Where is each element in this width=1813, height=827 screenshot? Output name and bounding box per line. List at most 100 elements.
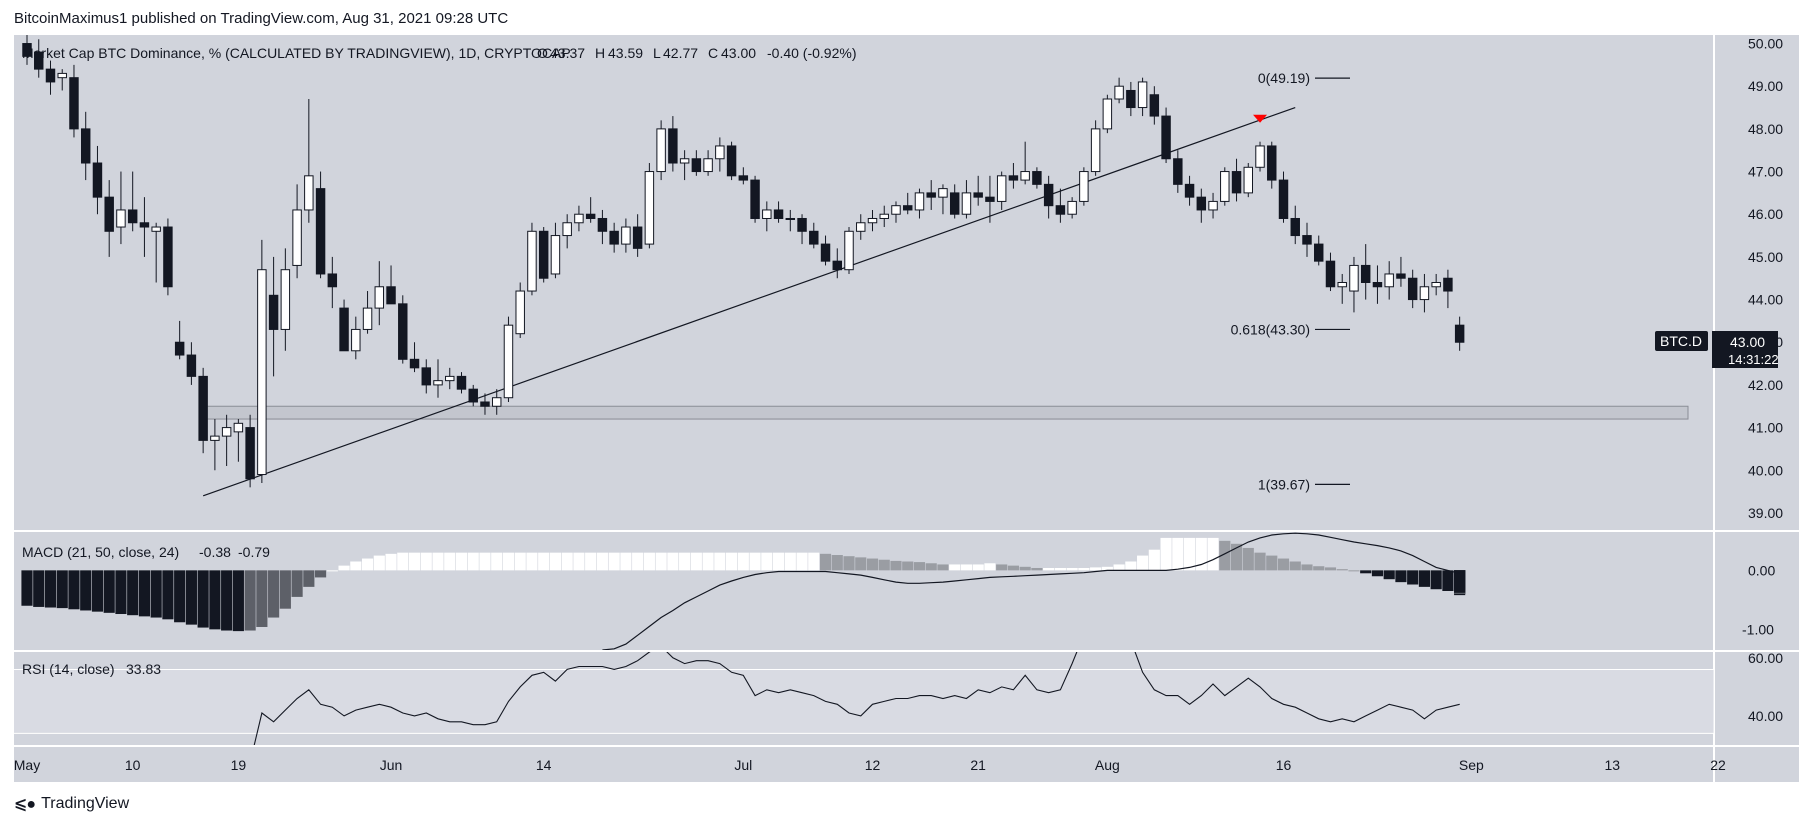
legend-close-label: C xyxy=(708,45,718,61)
candle-body xyxy=(233,422,244,433)
candle xyxy=(903,192,913,215)
price-tick-label: 46.00 xyxy=(1748,206,1783,222)
macd-histogram-bar xyxy=(1230,543,1243,571)
macd-histogram-bar xyxy=(843,556,855,571)
candle-body xyxy=(1102,98,1113,130)
macd-histogram-bar xyxy=(326,570,338,572)
candle xyxy=(1067,197,1077,219)
legend-open-label: O xyxy=(537,45,548,61)
candle-body xyxy=(1314,243,1324,262)
candle-body xyxy=(550,235,561,275)
candle xyxy=(585,197,596,223)
macd-histogram-bar xyxy=(1430,570,1442,590)
candle xyxy=(538,227,549,283)
candle-body xyxy=(621,226,631,245)
macd-histogram-bar xyxy=(350,561,362,571)
candle xyxy=(1055,188,1066,223)
candle xyxy=(1431,273,1441,296)
candle xyxy=(949,184,960,219)
fib-level-label: 0.618(43.30) xyxy=(1231,321,1310,337)
candle xyxy=(480,393,490,415)
macd-histogram-bar xyxy=(162,570,174,620)
price-tick-label: 48.00 xyxy=(1748,121,1783,137)
macd-histogram-bar xyxy=(256,570,268,627)
candle-body xyxy=(644,171,655,245)
candle-body xyxy=(221,427,232,437)
legend-high-label: H xyxy=(595,45,605,61)
candle xyxy=(163,218,173,296)
candle xyxy=(1020,141,1030,185)
candle-body xyxy=(34,51,44,70)
macd-histogram-bar xyxy=(21,570,33,606)
candle-body xyxy=(1161,115,1171,160)
macd-histogram-bar xyxy=(338,565,350,571)
macd-histogram-bar xyxy=(444,552,456,571)
candle-body xyxy=(762,209,772,219)
candle-body xyxy=(45,68,56,83)
candle xyxy=(668,116,678,172)
macd-histogram-bar xyxy=(1137,555,1149,571)
candle-body xyxy=(304,175,314,211)
candle-body xyxy=(491,397,502,407)
macd-histogram-bar xyxy=(408,552,421,571)
legend-close-value: 43.00 xyxy=(721,45,756,61)
main-legend-title: Market Cap BTC Dominance, % (CALCULATED … xyxy=(22,45,571,61)
candle xyxy=(362,291,373,334)
macd-histogram-bar xyxy=(1207,537,1219,571)
macd-histogram-bar xyxy=(1195,537,1207,571)
candle xyxy=(550,222,561,279)
macd-histogram-bar xyxy=(538,552,550,571)
macd-signal-line xyxy=(602,532,1460,650)
macd-histogram-bar xyxy=(221,570,233,631)
candle xyxy=(351,316,361,360)
rsi-band xyxy=(14,669,1714,734)
macd-histogram-bar xyxy=(115,570,127,615)
price-tick-label: 40.00 xyxy=(1748,462,1783,478)
macd-histogram-bar xyxy=(1454,570,1466,593)
candle xyxy=(1267,141,1277,189)
candle xyxy=(304,99,314,223)
candle-body xyxy=(926,192,936,198)
xaxis-tick-label: 12 xyxy=(865,757,881,773)
macd-histogram-bar xyxy=(361,558,374,571)
candle xyxy=(797,214,807,245)
candle xyxy=(1278,171,1289,223)
candle xyxy=(832,248,842,279)
candle xyxy=(398,295,408,364)
candle xyxy=(1325,252,1336,292)
macd-histogram-bar xyxy=(702,552,714,571)
candle xyxy=(926,180,936,210)
candle-body xyxy=(69,77,79,130)
candle-body xyxy=(867,217,878,224)
macd-histogram-bar xyxy=(1383,570,1395,580)
candle-body xyxy=(1372,282,1383,288)
candle xyxy=(80,111,91,181)
macd-tick-label: -1.00 xyxy=(1742,621,1774,637)
price-tick-label: 45.00 xyxy=(1748,249,1783,265)
macd-histogram-bar xyxy=(1324,567,1337,571)
candle xyxy=(503,316,514,402)
price-tick-label: 49.00 xyxy=(1748,78,1783,94)
macd-histogram-bar xyxy=(1219,540,1231,571)
candle-body xyxy=(1384,273,1394,288)
macd-histogram-bar xyxy=(984,563,996,571)
candle xyxy=(656,120,666,181)
macd-histogram-bar xyxy=(1289,561,1301,571)
macd-histogram-bar xyxy=(1172,537,1184,571)
price-tag-symbol: BTC.D xyxy=(1660,333,1702,349)
candle-body xyxy=(773,209,784,219)
xaxis-tick-label: Jun xyxy=(380,757,403,773)
xaxis-tick-label: 21 xyxy=(970,757,986,773)
candle xyxy=(315,171,326,279)
candle-body xyxy=(632,226,643,249)
macd-legend-value-2: -0.79 xyxy=(238,544,270,560)
candle xyxy=(1407,269,1418,309)
footer-brand[interactable]: ⩽● TradingView xyxy=(14,794,129,814)
candle-body xyxy=(198,375,208,441)
candle xyxy=(1443,269,1453,309)
macd-histogram-bar xyxy=(831,555,843,571)
macd-histogram-bar xyxy=(960,564,973,571)
candle xyxy=(1220,167,1230,206)
candle xyxy=(621,218,631,253)
